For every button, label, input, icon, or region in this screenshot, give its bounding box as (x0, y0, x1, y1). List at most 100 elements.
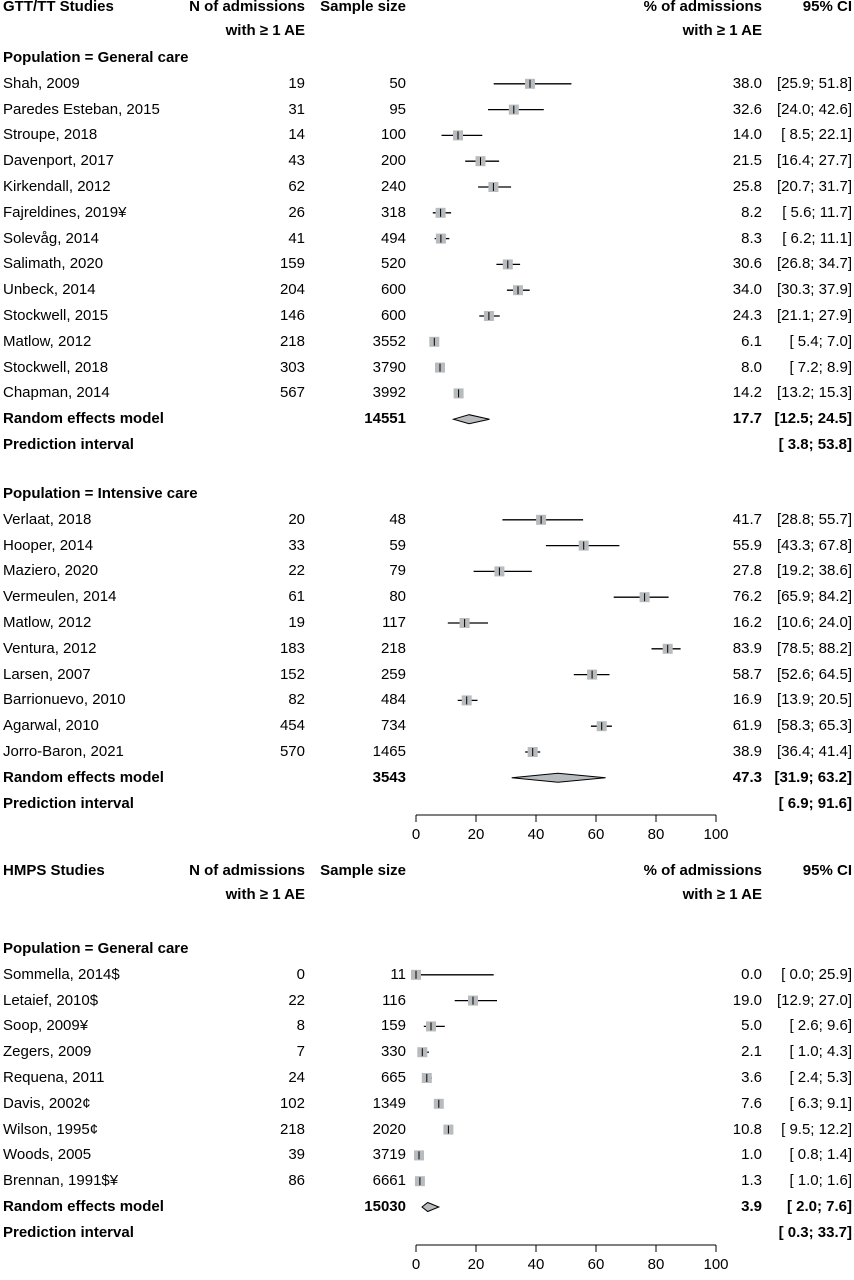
confidence-interval: [58.3; 65.3] (776, 717, 852, 735)
estimate-percent: 0.0 (741, 965, 762, 983)
estimate-percent: 16.2 (732, 614, 762, 631)
study-name: Kirkendall, 2012 (3, 178, 111, 195)
sample-size: 1465 (372, 743, 406, 760)
estimate-percent: 30.6 (732, 255, 762, 273)
sample-size: 3992 (372, 384, 406, 402)
subgroup-title: Population = Intensive care (3, 485, 198, 502)
header-percent-2: with ≥ 1 AE (682, 886, 762, 903)
confidence-interval: [43.3; 67.8] (776, 536, 852, 554)
confidence-interval: [13.9; 20.5] (776, 691, 852, 709)
x-tick-label: 100 (703, 826, 729, 843)
estimate-percent: 83.9 (732, 639, 762, 657)
confidence-interval: [30.3; 37.9] (776, 281, 852, 299)
sample-size: 48 (389, 510, 406, 528)
study-name: Matlow, 2012 (3, 614, 92, 631)
model-total: 15030 (364, 1198, 406, 1215)
events-count: 183 (279, 639, 305, 657)
study-name: Unbeck, 2014 (3, 281, 96, 299)
sample-size: 484 (380, 691, 406, 709)
estimate-percent: 32.6 (732, 100, 762, 118)
confidence-interval: [12.9; 27.0] (776, 991, 852, 1009)
events-count: 33 (288, 536, 305, 554)
events-count: 159 (279, 255, 305, 273)
events-count: 22 (288, 562, 305, 580)
header-events: N of admissions (189, 0, 305, 15)
sample-size: 318 (380, 203, 406, 221)
confidence-interval: [65.9; 84.2] (776, 588, 852, 606)
sample-size: 11 (390, 965, 406, 983)
sample-size: 218 (380, 639, 406, 657)
header-events-2: with ≥ 1 AE (225, 22, 305, 39)
subgroup-title: Population = General care (3, 940, 189, 957)
sample-size: 2020 (372, 1120, 406, 1138)
events-count: 454 (279, 717, 305, 735)
confidence-interval: [ 1.0; 4.3] (789, 1043, 852, 1061)
x-tick-label: 0 (411, 826, 421, 843)
study-name: Stroupe, 2018 (3, 126, 98, 144)
events-count: 22 (288, 991, 305, 1009)
study-name: Requena, 2011 (3, 1069, 105, 1086)
confidence-interval: [36.4; 41.4] (776, 743, 852, 760)
events-count: 570 (279, 743, 305, 760)
study-name: Wilson, 1995¢ (3, 1120, 99, 1138)
estimate-percent: 1.3 (741, 1172, 762, 1190)
estimate-percent: 61.9 (732, 717, 762, 735)
study-name: Stockwell, 2018 (3, 358, 109, 376)
study-name: Jorro-Baron, 2021 (3, 743, 124, 760)
estimate-percent: 3.6 (741, 1069, 762, 1086)
sample-size: 6661 (372, 1172, 406, 1190)
sample-size: 3719 (372, 1146, 406, 1164)
study-name: Maziero, 2020 (3, 562, 99, 580)
prediction-ci: [ 6.9; 91.6] (778, 794, 852, 812)
sample-size: 116 (382, 991, 406, 1009)
confidence-interval: [25.9; 51.8] (776, 74, 852, 92)
confidence-interval: [10.6; 24.0] (776, 614, 852, 631)
events-count: 19 (288, 74, 305, 92)
study-name: Davenport, 2017 (3, 152, 114, 170)
events-count: 26 (288, 203, 305, 221)
confidence-interval: [78.5; 88.2] (776, 639, 852, 657)
estimate-percent: 27.8 (732, 562, 762, 580)
estimate-percent: 7.6 (741, 1094, 762, 1112)
study-name: Fajreldines, 2019¥ (3, 203, 127, 221)
sample-size: 259 (380, 665, 406, 683)
estimate-percent: 76.2 (732, 588, 762, 606)
header-percent-2: with ≥ 1 AE (682, 22, 762, 39)
estimate-percent: 24.3 (732, 307, 762, 324)
x-tick-label: 80 (647, 1256, 665, 1273)
events-count: 218 (279, 1120, 305, 1138)
events-count: 43 (288, 152, 305, 170)
model-label: Random effects model (3, 768, 164, 786)
prediction-label: Prediction interval (3, 436, 134, 453)
sample-size: 3552 (372, 332, 406, 350)
confidence-interval: [ 1.0; 1.6] (789, 1172, 852, 1190)
study-name: Matlow, 2012 (3, 332, 92, 350)
confidence-interval: [ 6.3; 9.1] (789, 1094, 852, 1112)
study-name: Vermeulen, 2014 (3, 588, 117, 606)
sample-size: 80 (389, 588, 406, 606)
confidence-interval: [ 0.0; 25.9] (781, 965, 852, 983)
x-tick-label: 60 (587, 826, 605, 843)
sample-size: 330 (380, 1043, 406, 1061)
study-name: Shah, 2009 (3, 74, 80, 92)
events-count: 39 (288, 1146, 305, 1164)
confidence-interval: [ 5.6; 11.7] (782, 203, 852, 221)
study-name: Verlaat, 2018 (3, 510, 92, 528)
confidence-interval: [13.2; 15.3] (776, 384, 852, 402)
panel-title: HMPS Studies (3, 862, 105, 879)
events-count: 567 (279, 384, 305, 402)
events-count: 8 (296, 1017, 305, 1035)
confidence-interval: [ 0.8; 1.4] (789, 1146, 852, 1164)
model-diamond (511, 772, 606, 783)
study-name: Larsen, 2007 (3, 665, 91, 683)
study-name: Stockwell, 2015 (3, 307, 109, 324)
header-events: N of admissions (189, 862, 305, 879)
sample-size: 520 (380, 255, 406, 273)
study-name: Agarwal, 2010 (3, 717, 99, 735)
model-ci: [ 2.0; 7.6] (786, 1198, 852, 1215)
estimate-percent: 6.1 (741, 332, 762, 350)
sample-size: 1349 (372, 1094, 406, 1112)
events-count: 14 (288, 126, 305, 144)
x-tick-label: 60 (587, 1256, 605, 1273)
